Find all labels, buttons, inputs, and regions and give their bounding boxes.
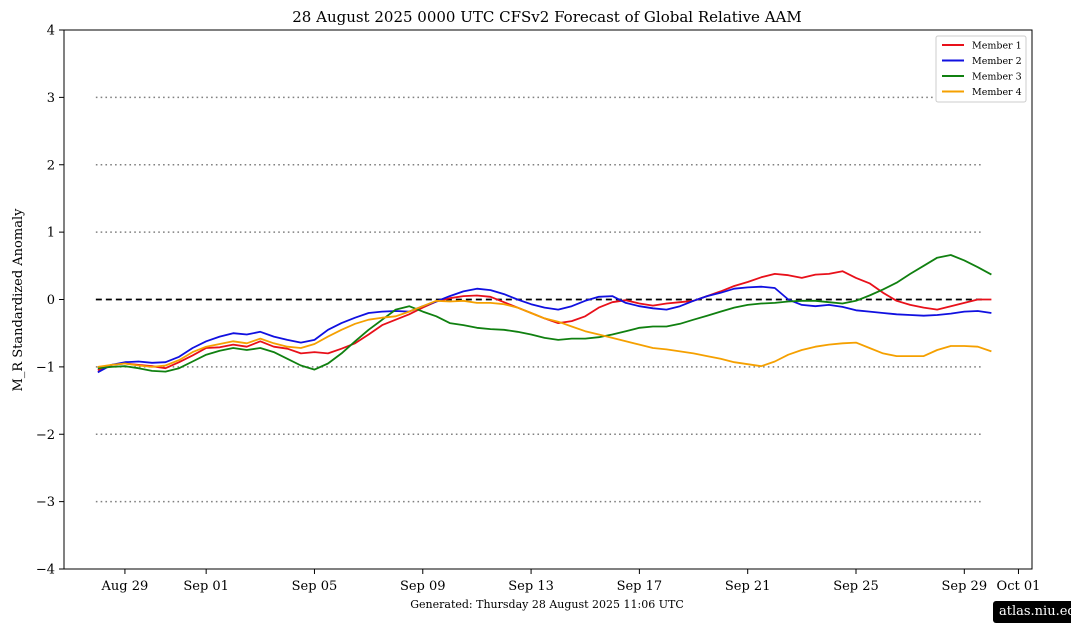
legend-label-member-1: Member 1 bbox=[972, 41, 1022, 52]
y-axis: −4 −3 −2 −1 0 1 2 3 4 bbox=[36, 24, 64, 578]
legend-label-member-4: Member 4 bbox=[972, 87, 1022, 98]
x-tick-label: Sep 29 bbox=[942, 579, 988, 594]
series-layer bbox=[97, 254, 992, 374]
watermark-badge[interactable]: atlas.niu.edu bbox=[993, 601, 1071, 623]
series-line-member-4 bbox=[97, 299, 992, 368]
series-line-member-2 bbox=[97, 285, 992, 374]
series-line-member-3 bbox=[97, 254, 992, 373]
legend: Member 1 Member 2 Member 3 Member 4 bbox=[935, 35, 1027, 103]
y-tick-label: −4 bbox=[36, 563, 55, 578]
y-tick-label: 0 bbox=[47, 293, 55, 308]
legend-label-member-2: Member 2 bbox=[972, 56, 1022, 67]
x-tick-label: Sep 13 bbox=[508, 579, 554, 594]
x-tick-label: Sep 05 bbox=[292, 579, 338, 594]
generated-footer: Generated: Thursday 28 August 2025 11:06… bbox=[410, 598, 684, 611]
y-tick-label: 1 bbox=[47, 226, 55, 241]
y-tick-label: 2 bbox=[47, 158, 55, 173]
x-tick-label: Aug 29 bbox=[101, 579, 149, 594]
y-tick-label: −1 bbox=[36, 360, 55, 375]
y-tick-label: 3 bbox=[47, 91, 55, 106]
x-tick-label: Oct 01 bbox=[997, 579, 1041, 594]
y-tick-label: −3 bbox=[36, 495, 55, 510]
reference-lines bbox=[95, 96, 983, 503]
y-axis-label: M_R Standardized Anomaly bbox=[11, 208, 26, 392]
x-tick-label: Sep 09 bbox=[400, 579, 446, 594]
x-tick-label: Sep 17 bbox=[617, 579, 663, 594]
legend-label-member-3: Member 3 bbox=[972, 72, 1022, 83]
y-tick-label: −2 bbox=[36, 428, 55, 443]
x-tick-label: Sep 01 bbox=[183, 579, 229, 594]
x-tick-label: Sep 25 bbox=[833, 579, 879, 594]
chart-title: 28 August 2025 0000 UTC CFSv2 Forecast o… bbox=[292, 8, 801, 26]
y-tick-label: 4 bbox=[47, 24, 55, 39]
x-tick-label: Sep 21 bbox=[725, 579, 771, 594]
legend-box bbox=[935, 35, 1027, 103]
series-line-member-1 bbox=[97, 270, 992, 372]
x-axis: Aug 29 Sep 01 Sep 05 Sep 09 Sep 13 Sep 17 Sep … bbox=[101, 569, 1041, 594]
